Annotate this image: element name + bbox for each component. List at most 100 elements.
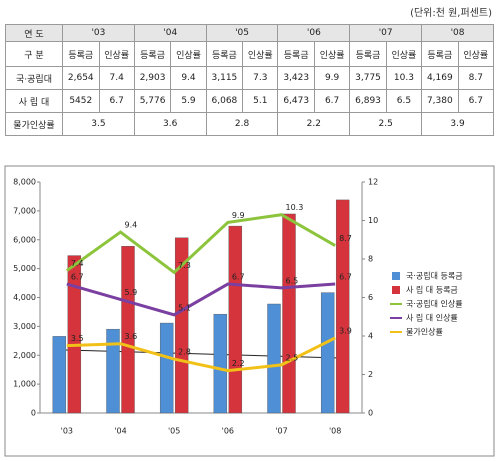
y2-tick-label: 6 — [368, 293, 373, 302]
table-cell: 6,068 — [205, 89, 244, 113]
bar — [52, 336, 67, 414]
y-tick-label: 8,000 — [13, 178, 36, 187]
line — [66, 282, 336, 317]
bar — [335, 199, 350, 414]
legend-label: 사 립 대 등록금 — [406, 286, 458, 295]
legend-swatch — [392, 272, 400, 280]
table-cell: 등록금 — [277, 41, 315, 67]
table-cell: 6.5 — [385, 89, 423, 113]
x-tick-label: '06 — [222, 427, 234, 436]
bar — [282, 213, 296, 414]
y-tick-label: 5,000 — [13, 264, 36, 273]
table-cell: '07 — [349, 24, 423, 42]
data-label: 10.3 — [286, 203, 304, 212]
legend-label: 국·공립대 인상률 — [406, 299, 463, 309]
bar — [121, 246, 135, 414]
table-cell: 사 립 대 — [5, 89, 63, 113]
table-cell: 등록금 — [349, 41, 387, 67]
bar — [267, 303, 281, 414]
bar — [228, 225, 243, 414]
legend-label: 국·공립대 등록금 — [406, 272, 463, 281]
table-cell: '03 — [62, 24, 135, 42]
bar — [320, 292, 335, 414]
bar — [213, 313, 228, 414]
table-cell: 5,776 — [133, 89, 172, 113]
table-row: 국·공립대 2,654 7.4 2,903 9.4 3,115 7.3 3,423 9.9 3,7… — [5, 66, 495, 90]
data-table: 연 도 '03'04'05'06'07'08 구 분 등록금 인상률 등록금 인상률 등록금 인… — [5, 24, 495, 136]
x-tick-label: '08 — [329, 427, 341, 436]
data-label: 9.4 — [125, 221, 138, 230]
table-cell: 9.4 — [170, 66, 207, 90]
table-row: 물가인상률 3.5 3.6 2.8 2.2 2.5 3.9 — [5, 112, 494, 136]
table-cell: 3,115 — [205, 66, 244, 90]
y2-tick-label: 12 — [368, 178, 378, 187]
table-cell: 3.5 — [62, 112, 135, 136]
y-tick-label: 7,000 — [13, 206, 36, 215]
table-cell: 9.9 — [313, 66, 351, 90]
x-tick-label: '04 — [114, 427, 126, 436]
table-cell: 인상률 — [313, 41, 351, 67]
y-tick-label: 6,000 — [13, 235, 36, 244]
table-cell: '08 — [421, 24, 494, 42]
legend-swatch — [392, 286, 400, 294]
table-cell: 7,380 — [421, 89, 459, 113]
data-label: 7.4 — [71, 259, 84, 268]
table-cell: 3.6 — [133, 112, 207, 136]
table-row: 사 립 대 5452 6.7 5,776 5.9 6,068 5.1 6,473 6.7 6,89… — [5, 89, 495, 113]
table-cell: 2.5 — [349, 112, 423, 136]
chart-frame — [4, 165, 495, 457]
y2-tick-label: 8 — [368, 255, 373, 264]
legend-label: 물가인상률 — [406, 327, 443, 337]
data-label: 3.9 — [339, 326, 352, 335]
table-cell: 6.7 — [98, 89, 135, 113]
y2-tick-label: 0 — [368, 409, 373, 418]
data-label: 6.5 — [286, 276, 299, 285]
table-cell: 인상률 — [170, 41, 207, 67]
data-label: 3.6 — [125, 332, 138, 341]
bar — [106, 328, 120, 414]
unit-note: (단위:천 원,퍼센트) — [410, 8, 492, 19]
y2-tick-label: 10 — [368, 216, 378, 225]
y2-tick-label: 4 — [368, 332, 373, 341]
data-label: 9.9 — [232, 211, 245, 220]
x-tick-label: '05 — [168, 427, 180, 436]
data-label: 2.2 — [232, 359, 245, 368]
table-row: 구 분 등록금 인상률 등록금 인상률 등록금 인상률 등록금 인상률 등록금 인상률 등록금 인상률 — [5, 41, 495, 67]
table-cell: 국·공립대 — [5, 66, 63, 90]
bar — [159, 322, 174, 414]
data-label: 7.3 — [178, 261, 191, 270]
line — [66, 336, 336, 373]
data-label: 3.5 — [71, 334, 84, 343]
x-tick-label: '07 — [275, 427, 287, 436]
table-cell: 물가인상률 — [5, 112, 63, 136]
data-label: 6.7 — [71, 273, 84, 282]
table-cell: 구 분 — [5, 41, 63, 67]
table-cell: 등록금 — [133, 41, 172, 67]
y-tick-label: 0 — [31, 409, 36, 418]
table-cell: 연 도 — [5, 24, 63, 42]
data-label: 6.7 — [339, 273, 352, 282]
data-label: 5.1 — [178, 303, 191, 312]
line — [65, 213, 336, 275]
data-label: 5.9 — [125, 288, 138, 297]
table-cell: 3.9 — [421, 112, 494, 136]
y-tick-label: 4,000 — [13, 293, 36, 302]
table-cell: 2.2 — [277, 112, 351, 136]
x-tick-label: '03 — [61, 427, 73, 436]
data-label: 8.7 — [339, 234, 352, 243]
bar — [67, 255, 82, 414]
y-tick-label: 2,000 — [13, 351, 36, 360]
data-label: 2.8 — [178, 348, 191, 357]
y-tick-label: 1,000 — [13, 380, 36, 389]
bar — [174, 237, 189, 414]
data-label: 6.7 — [232, 273, 245, 282]
y-tick-label: 3,000 — [13, 322, 36, 331]
table-cell: 2.8 — [205, 112, 279, 136]
y2-tick-label: 2 — [368, 370, 373, 379]
table-cell: 2,654 — [62, 66, 100, 90]
legend-label: 사 립 대 인상률 — [406, 313, 458, 323]
table-cell: 6.7 — [313, 89, 351, 113]
table-cell: 인상률 — [98, 41, 135, 67]
